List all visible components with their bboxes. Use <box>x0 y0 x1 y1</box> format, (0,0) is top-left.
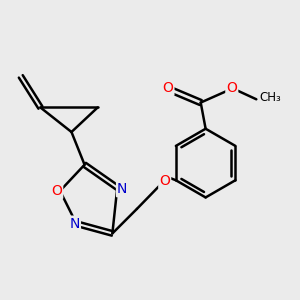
Text: O: O <box>51 184 62 198</box>
Text: O: O <box>226 81 237 95</box>
Text: N: N <box>70 217 80 231</box>
Text: O: O <box>159 174 170 188</box>
Text: CH₃: CH₃ <box>260 91 281 104</box>
Text: O: O <box>163 81 173 95</box>
Text: N: N <box>117 182 128 196</box>
